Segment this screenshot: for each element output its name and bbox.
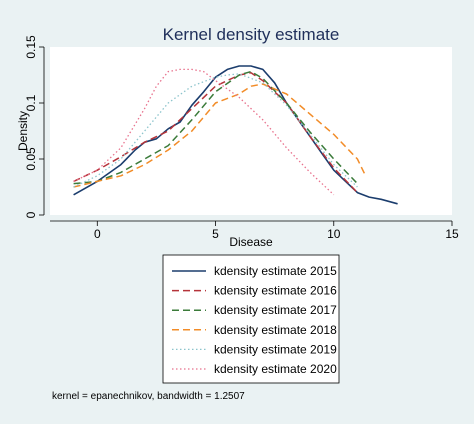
x-tick-label: 15 xyxy=(445,227,459,241)
legend-entries: kdensity estimate 2015 kdensity estimate … xyxy=(172,264,337,376)
legend-label: kdensity estimate 2019 xyxy=(214,342,337,356)
legend-label: kdensity estimate 2017 xyxy=(214,303,337,317)
plot-area xyxy=(50,47,452,215)
y-tick-label: 0.15 xyxy=(24,35,38,59)
y-tick-label: 0.05 xyxy=(24,147,38,171)
legend-label: kdensity estimate 2018 xyxy=(214,323,337,337)
y-tick-label: 0 xyxy=(24,211,38,218)
x-axis: 0 5 10 15 xyxy=(50,220,459,241)
legend xyxy=(162,254,340,384)
chart-title: Kernel density estimate xyxy=(163,25,340,44)
legend-label: kdensity estimate 2020 xyxy=(214,362,337,376)
y-axis: 0 0.05 0.1 0.15 xyxy=(24,35,45,218)
series-line-3 xyxy=(73,70,358,185)
y-axis-title: Density xyxy=(16,111,30,151)
x-tick-label: 10 xyxy=(327,227,341,241)
legend-label: kdensity estimate 2016 xyxy=(214,284,337,298)
series-layer xyxy=(73,65,398,205)
series-line-6 xyxy=(73,68,335,196)
legend-label: kdensity estimate 2015 xyxy=(214,264,337,278)
x-tick-label: 0 xyxy=(94,227,101,241)
x-tick-label: 5 xyxy=(212,227,219,241)
kernel-note: kernel = epanechnikov, bandwidth = 1.250… xyxy=(52,391,245,402)
y-tick-label: 0.1 xyxy=(24,94,38,111)
series-line-5 xyxy=(73,73,358,188)
x-axis-title: Disease xyxy=(229,235,273,249)
series-line-4 xyxy=(73,83,366,188)
